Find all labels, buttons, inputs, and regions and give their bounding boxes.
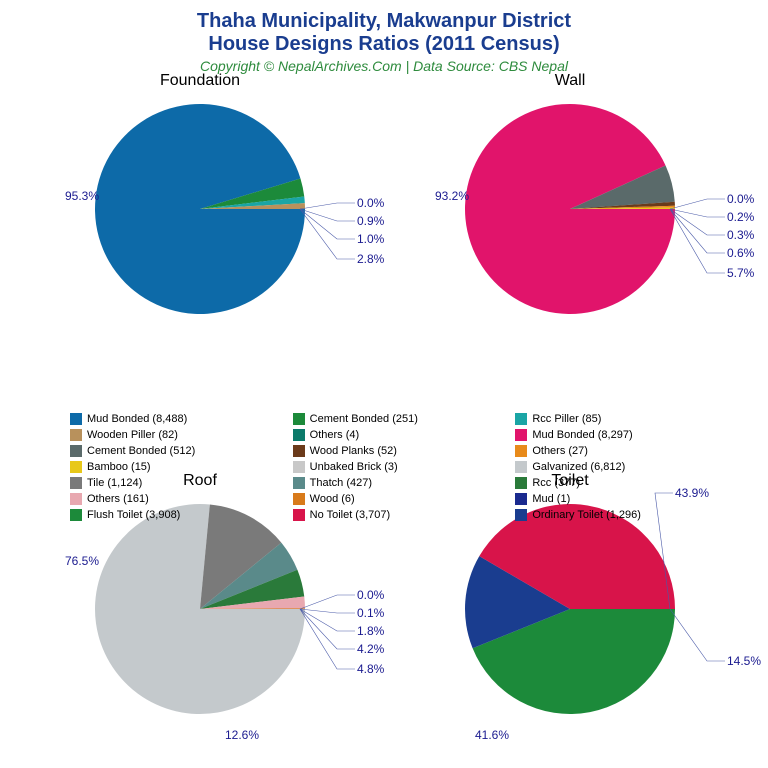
pie-foundation: 95.3%0.0%0.9%1.0%2.8% — [85, 94, 315, 324]
legend-label: Others (4) — [310, 428, 360, 442]
legend-item: Flush Toilet (3,908) — [70, 508, 283, 522]
legend-swatch — [70, 429, 82, 441]
pct-label: 41.6% — [475, 728, 509, 742]
pct-label: 0.6% — [727, 246, 754, 260]
legend-label: Unbaked Brick (3) — [310, 460, 398, 474]
legend-item: Unbaked Brick (3) — [293, 460, 506, 474]
pct-label: 1.8% — [357, 624, 384, 638]
pct-label: 4.8% — [357, 662, 384, 676]
legend-swatch — [70, 509, 82, 521]
legend-label: Mud (1) — [532, 492, 570, 506]
legend-item: Rcc (377) — [515, 476, 728, 490]
legend-label: Tile (1,124) — [87, 476, 142, 490]
legend-label: Cement Bonded (251) — [310, 412, 418, 426]
legend-label: Rcc Piller (85) — [532, 412, 601, 426]
pct-label: 14.5% — [727, 654, 761, 668]
pct-label: 4.2% — [357, 642, 384, 656]
legend-swatch — [70, 445, 82, 457]
pct-label: 0.9% — [357, 214, 384, 228]
legend-item: Mud Bonded (8,488) — [70, 412, 283, 426]
legend-label: Ordinary Toilet (1,296) — [532, 508, 641, 522]
legend-label: Thatch (427) — [310, 476, 372, 490]
legend-label: Cement Bonded (512) — [87, 444, 195, 458]
legend-label: Mud Bonded (8,297) — [532, 428, 632, 442]
legend-item: Thatch (427) — [293, 476, 506, 490]
chart-wall: Wall 93.2%0.0%0.2%0.3%0.6%5.7% — [390, 72, 750, 324]
legend-label: Galvanized (6,812) — [532, 460, 625, 474]
pct-label: 0.3% — [727, 228, 754, 242]
chart-title-line1: Thaha Municipality, Makwanpur District — [0, 10, 768, 33]
legend-item: Others (161) — [70, 492, 283, 506]
legend-swatch — [70, 477, 82, 489]
legend-label: Flush Toilet (3,908) — [87, 508, 180, 522]
legend: Mud Bonded (8,488) Wooden Piller (82) Ceme… — [70, 412, 728, 522]
pct-label: 12.6% — [225, 728, 259, 742]
legend-swatch — [515, 509, 527, 521]
pct-label: 2.8% — [357, 252, 384, 266]
title-block: Thaha Municipality, Makwanpur District H… — [0, 0, 768, 78]
legend-swatch — [515, 445, 527, 457]
legend-item: Galvanized (6,812) — [515, 460, 728, 474]
legend-swatch — [293, 445, 305, 457]
legend-item: Ordinary Toilet (1,296) — [515, 508, 728, 522]
legend-item: Wood Planks (52) — [293, 444, 506, 458]
legend-swatch — [293, 429, 305, 441]
legend-swatch — [515, 477, 527, 489]
pie-toilet: 43.9%14.5%41.6% — [455, 494, 685, 724]
legend-swatch — [293, 509, 305, 521]
legend-item: Tile (1,124) — [70, 476, 283, 490]
pct-label: 93.2% — [435, 189, 469, 203]
chart-title-line2: House Designs Ratios (2011 Census) — [0, 33, 768, 56]
legend-label: No Toilet (3,707) — [310, 508, 391, 522]
legend-label: Wooden Piller (82) — [87, 428, 178, 442]
pct-label: 0.0% — [357, 588, 384, 602]
legend-swatch — [293, 493, 305, 505]
legend-item: Rcc Piller (85) — [515, 412, 728, 426]
legend-item: Bamboo (15) — [70, 460, 283, 474]
legend-label: Rcc (377) — [532, 476, 580, 490]
legend-label: Others (161) — [87, 492, 149, 506]
legend-item: Cement Bonded (512) — [70, 444, 283, 458]
pct-label: 0.0% — [727, 192, 754, 206]
pct-label: 5.7% — [727, 266, 754, 280]
legend-swatch — [70, 413, 82, 425]
legend-item: Mud Bonded (8,297) — [515, 428, 728, 442]
pct-label: 0.1% — [357, 606, 384, 620]
legend-label: Wood Planks (52) — [310, 444, 397, 458]
pie-wall: 93.2%0.0%0.2%0.3%0.6%5.7% — [455, 94, 685, 324]
legend-item: No Toilet (3,707) — [293, 508, 506, 522]
legend-item: Wooden Piller (82) — [70, 428, 283, 442]
chart-foundation: Foundation 95.3%0.0%0.9%1.0%2.8% — [20, 72, 380, 324]
legend-swatch — [293, 461, 305, 473]
legend-swatch — [70, 493, 82, 505]
pct-label: 0.0% — [357, 196, 384, 210]
charts-container: Foundation95.3%0.0%0.9%1.0%2.8%Wall93.2%… — [0, 72, 768, 768]
legend-swatch — [515, 413, 527, 425]
legend-swatch — [293, 477, 305, 489]
legend-swatch — [515, 461, 527, 473]
legend-label: Others (27) — [532, 444, 588, 458]
legend-label: Mud Bonded (8,488) — [87, 412, 187, 426]
pie-roof: 76.5%0.0%0.1%1.8%4.2%4.8%12.6% — [85, 494, 315, 724]
pct-label: 1.0% — [357, 232, 384, 246]
legend-label: Bamboo (15) — [87, 460, 151, 474]
chart-title-foundation: Foundation — [20, 72, 380, 90]
legend-swatch — [515, 429, 527, 441]
legend-swatch — [293, 413, 305, 425]
legend-item: Cement Bonded (251) — [293, 412, 506, 426]
legend-item: Others (4) — [293, 428, 506, 442]
chart-title-wall: Wall — [390, 72, 750, 90]
legend-swatch — [70, 461, 82, 473]
pct-label: 0.2% — [727, 210, 754, 224]
legend-item: Mud (1) — [515, 492, 728, 506]
legend-swatch — [515, 493, 527, 505]
pct-label: 76.5% — [65, 554, 99, 568]
pct-label: 95.3% — [65, 189, 99, 203]
legend-item: Others (27) — [515, 444, 728, 458]
legend-item: Wood (6) — [293, 492, 506, 506]
legend-label: Wood (6) — [310, 492, 355, 506]
